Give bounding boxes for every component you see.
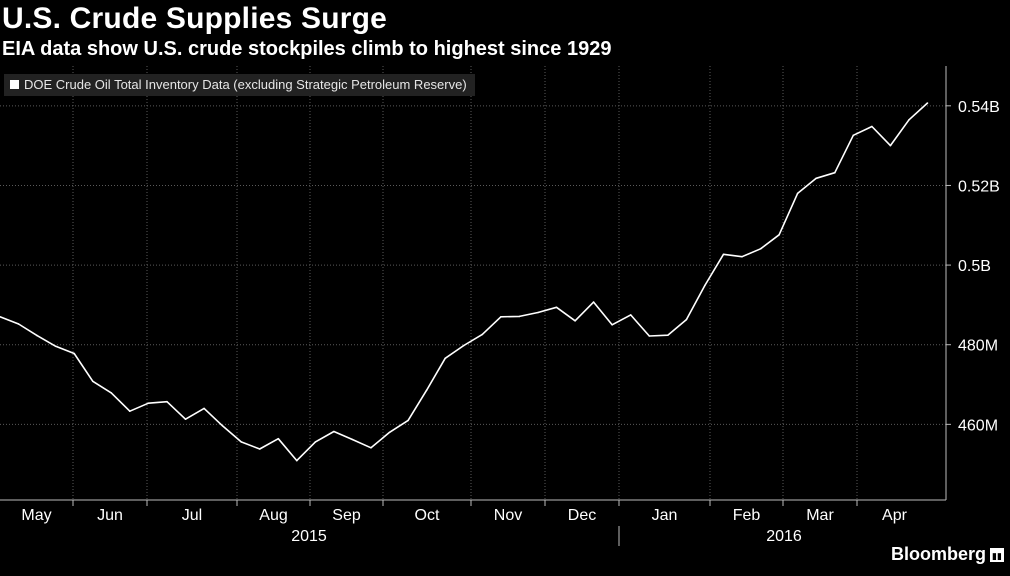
- legend: DOE Crude Oil Total Inventory Data (excl…: [4, 74, 475, 96]
- data-point: [203, 407, 205, 410]
- year-label: 2016: [766, 528, 802, 545]
- data-point: [444, 357, 447, 360]
- x-tick-label: Jul: [182, 507, 202, 524]
- data-point: [926, 102, 929, 104]
- data-point: [611, 324, 613, 326]
- y-tick-label: 0.5B: [958, 258, 991, 275]
- data-point: [463, 344, 465, 347]
- data-point: [741, 255, 743, 258]
- data-point: [722, 253, 725, 256]
- data-point: [889, 144, 892, 147]
- series-line: [0, 102, 929, 462]
- data-point: [574, 320, 576, 322]
- data-point: [852, 134, 855, 137]
- x-tick-label: Oct: [415, 507, 440, 524]
- brand-name: Bloomberg: [890, 544, 986, 564]
- data-point: [351, 438, 354, 441]
- data-point: [778, 234, 780, 236]
- brand-logo: Bloomberg ▮▮: [891, 544, 1004, 565]
- data-point: [110, 392, 113, 394]
- data-point: [147, 402, 150, 405]
- x-tick-label: Dec: [568, 507, 596, 524]
- y-tick-label: 0.52B: [958, 178, 1000, 195]
- data-point: [796, 192, 799, 195]
- data-point: [648, 335, 651, 337]
- data-point: [221, 425, 224, 427]
- data-point: [258, 448, 261, 450]
- x-tick-label: Nov: [494, 507, 522, 524]
- data-point: [240, 441, 242, 443]
- data-point: [908, 119, 910, 121]
- y-tick-label: 0.54B: [958, 99, 1000, 116]
- data-point: [277, 437, 280, 440]
- data-point: [759, 248, 762, 250]
- data-point: [592, 301, 595, 303]
- x-tick-label: Aug: [259, 507, 287, 524]
- data-point: [296, 459, 298, 462]
- x-tick-label: Jun: [97, 507, 123, 524]
- data-point: [73, 352, 75, 355]
- y-tick-label: 480M: [958, 338, 998, 355]
- data-point: [407, 419, 409, 422]
- data-point: [166, 400, 168, 403]
- data-point: [500, 316, 502, 318]
- data-point: [834, 171, 836, 174]
- data-point: [184, 418, 187, 421]
- x-tick-label: Feb: [733, 507, 761, 524]
- chart-subtitle: EIA data show U.S. crude stockpiles clim…: [2, 38, 612, 60]
- data-point: [481, 333, 484, 336]
- x-tick-label: May: [21, 507, 51, 524]
- data-point: [518, 315, 521, 318]
- legend-label: DOE Crude Oil Total Inventory Data (excl…: [24, 77, 467, 92]
- data-point: [555, 306, 558, 309]
- data-point: [92, 380, 94, 383]
- data-point: [388, 431, 391, 434]
- data-point: [704, 284, 706, 287]
- x-tick-label: Sep: [332, 507, 361, 524]
- x-tick-label: Mar: [806, 507, 834, 524]
- chart-title: U.S. Crude Supplies Surge: [2, 2, 388, 35]
- data-point: [871, 125, 873, 128]
- series-layer: [0, 102, 929, 462]
- data-point: [537, 311, 539, 314]
- data-point: [333, 430, 335, 433]
- axis-layer: 460M 480M 0.5B 0.52B 0.54B May Jun Jul Aug Sep Oct…: [0, 66, 1000, 546]
- x-tick-label: Jan: [652, 507, 678, 524]
- year-label: 2015: [291, 528, 327, 545]
- data-point: [314, 441, 317, 443]
- data-point: [0, 316, 1, 318]
- legend-swatch: [10, 80, 19, 89]
- data-point: [54, 345, 57, 348]
- data-point: [129, 410, 131, 413]
- data-point: [425, 389, 428, 391]
- data-point: [629, 314, 632, 316]
- y-tick-label: 460M: [958, 417, 998, 434]
- data-point: [667, 334, 669, 337]
- bars-icon: ▮▮: [990, 547, 1004, 562]
- grid-layer: [0, 66, 946, 500]
- data-point: [815, 177, 817, 180]
- data-point: [17, 323, 20, 325]
- data-point: [685, 318, 688, 321]
- x-tick-label: Apr: [882, 507, 908, 524]
- data-point: [370, 447, 372, 449]
- data-point: [36, 334, 38, 337]
